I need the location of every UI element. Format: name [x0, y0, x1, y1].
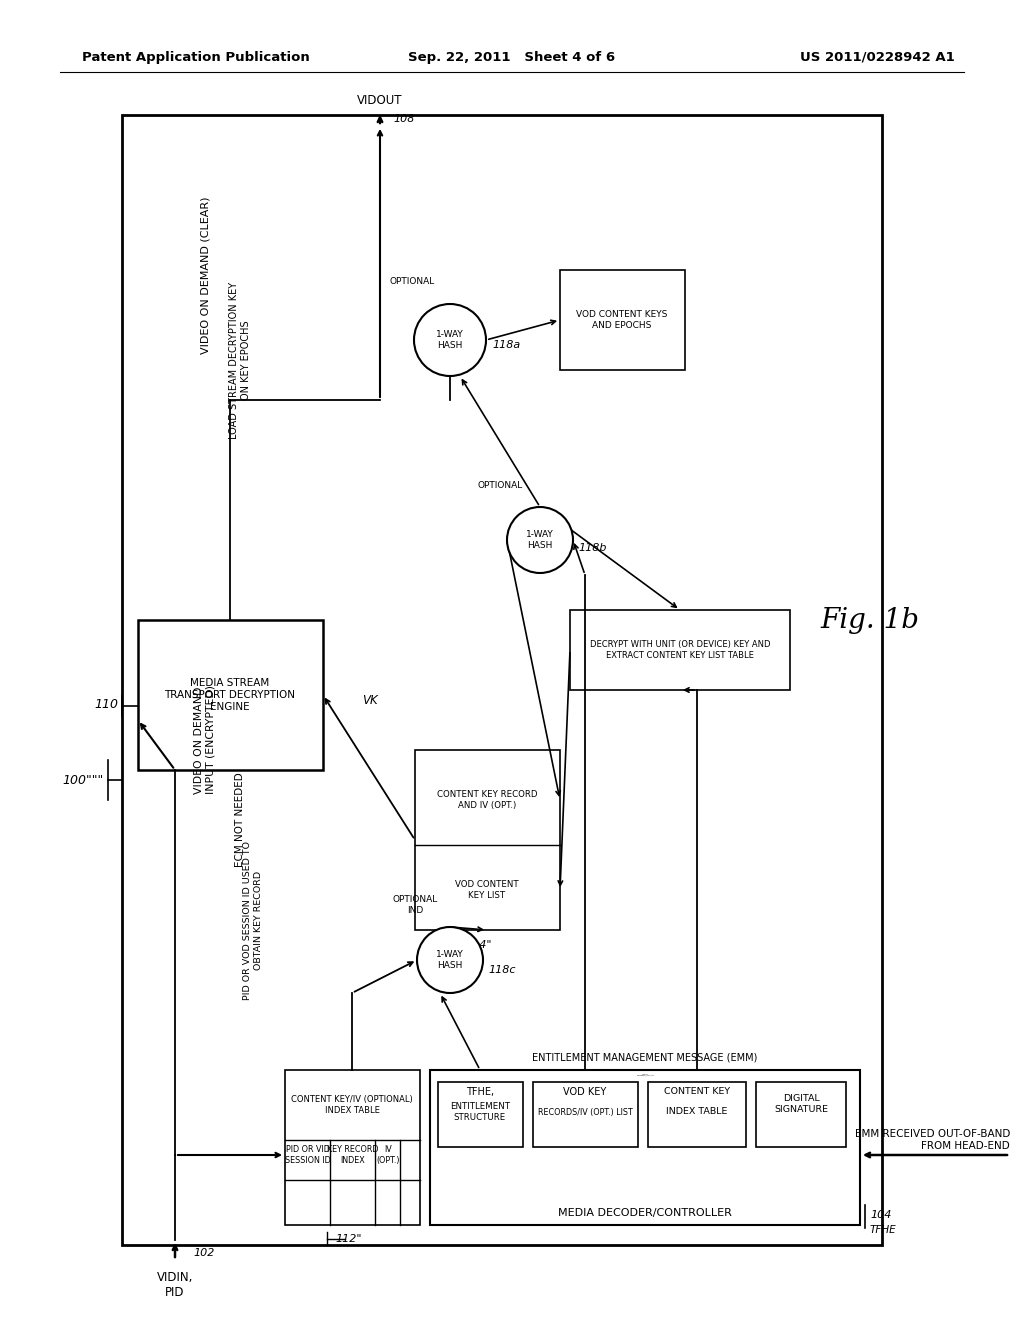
Text: 1-WAY
HASH: 1-WAY HASH	[436, 950, 464, 970]
Text: 108: 108	[393, 114, 415, 124]
Text: 112": 112"	[335, 1234, 361, 1243]
Text: 102: 102	[193, 1247, 214, 1258]
Text: MEDIA DECODER/CONTROLLER: MEDIA DECODER/CONTROLLER	[558, 1208, 732, 1218]
Text: DECRYPT WITH UNIT (OR DEVICE) KEY AND
EXTRACT CONTENT KEY LIST TABLE: DECRYPT WITH UNIT (OR DEVICE) KEY AND EX…	[590, 640, 770, 660]
Text: TFHE: TFHE	[870, 1225, 897, 1236]
Text: VK: VK	[362, 693, 378, 706]
Bar	[122, 115, 882, 1245]
Bar	[560, 271, 685, 370]
Text: VIDEO ON DEMAND (CLEAR): VIDEO ON DEMAND (CLEAR)	[200, 197, 210, 354]
Bar	[648, 1082, 746, 1147]
Text: ENTITLEMENT
STRUCTURE: ENTITLEMENT STRUCTURE	[450, 1102, 510, 1122]
Text: TFHE,: TFHE,	[466, 1086, 494, 1097]
Bar	[534, 1082, 638, 1147]
Bar	[430, 1071, 860, 1225]
Text: CONTENT KEY RECORD
AND IV (OPT.): CONTENT KEY RECORD AND IV (OPT.)	[437, 791, 538, 809]
Text: VOD CONTENT
KEY LIST: VOD CONTENT KEY LIST	[456, 880, 519, 900]
Bar	[570, 610, 790, 690]
Circle shape	[417, 927, 483, 993]
Text: 1-WAY
HASH: 1-WAY HASH	[436, 330, 464, 350]
Bar	[138, 620, 323, 770]
Text: ECM NOT NEEDED: ECM NOT NEEDED	[234, 772, 245, 867]
Bar	[415, 750, 560, 931]
Text: PID OR VOD SESSION ID USED TO
OBTAIN KEY RECORD: PID OR VOD SESSION ID USED TO OBTAIN KEY…	[244, 841, 263, 999]
Text: Patent Application Publication: Patent Application Publication	[82, 50, 309, 63]
Text: 1-WAY
HASH: 1-WAY HASH	[526, 531, 554, 549]
Text: Fig. 1b: Fig. 1b	[820, 606, 920, 634]
Text: 100""": 100"""	[62, 774, 104, 787]
Text: Sep. 22, 2011   Sheet 4 of 6: Sep. 22, 2011 Sheet 4 of 6	[409, 50, 615, 63]
Text: KEY RECORD
INDEX: KEY RECORD INDEX	[328, 1146, 379, 1164]
Text: IV
(OPT.): IV (OPT.)	[376, 1146, 399, 1164]
Text: CONTENT KEY/IV (OPTIONAL)
INDEX TABLE: CONTENT KEY/IV (OPTIONAL) INDEX TABLE	[291, 1096, 413, 1114]
Text: VIDOUT: VIDOUT	[357, 94, 402, 107]
Text: MEDIA STREAM
TRANSPORT DECRYPTION
ENGINE: MEDIA STREAM TRANSPORT DECRYPTION ENGINE	[165, 678, 296, 711]
Bar	[285, 1071, 420, 1225]
Text: INDEX TABLE: INDEX TABLE	[667, 1107, 728, 1117]
Text: DIGITAL
SIGNATURE: DIGITAL SIGNATURE	[774, 1094, 828, 1114]
Text: 118c: 118c	[488, 965, 515, 975]
Text: 114": 114"	[465, 940, 492, 950]
Text: RECORDS/IV (OPT.) LIST: RECORDS/IV (OPT.) LIST	[538, 1107, 633, 1117]
Text: VOD KEY: VOD KEY	[563, 1086, 606, 1097]
Text: VIDIN,
PID: VIDIN, PID	[157, 1271, 194, 1299]
Text: CONTENT KEY: CONTENT KEY	[664, 1088, 730, 1097]
Text: VOD KEY
RECORDS/IV (OPT.) LIST: VOD KEY RECORDS/IV (OPT.) LIST	[637, 1073, 653, 1076]
Text: 104: 104	[870, 1210, 891, 1220]
Text: VOD CONTENT KEYS
AND EPOCHS: VOD CONTENT KEYS AND EPOCHS	[577, 310, 668, 330]
Text: OPTIONAL: OPTIONAL	[477, 480, 522, 490]
Circle shape	[507, 507, 573, 573]
Bar	[756, 1082, 846, 1147]
Text: LOAD STREAM DECRYPTION KEY
ON KEY EPOCHS: LOAD STREAM DECRYPTION KEY ON KEY EPOCHS	[229, 281, 251, 438]
Text: 118b: 118b	[578, 543, 606, 553]
Text: 118a: 118a	[492, 341, 520, 350]
Text: OPTIONAL: OPTIONAL	[389, 277, 434, 286]
Text: VIDEO ON DEMAND
INPUT (ENCRYPTED): VIDEO ON DEMAND INPUT (ENCRYPTED)	[195, 685, 216, 795]
Text: OPTIONAL
IND: OPTIONAL IND	[392, 895, 437, 915]
Text: ENTITLEMENT MANAGEMENT MESSAGE (EMM): ENTITLEMENT MANAGEMENT MESSAGE (EMM)	[532, 1053, 758, 1063]
Circle shape	[414, 304, 486, 376]
Text: US 2011/0228942 A1: US 2011/0228942 A1	[800, 50, 955, 63]
Text: 110: 110	[94, 698, 118, 711]
Bar	[438, 1082, 523, 1147]
Text: EMM RECEIVED OUT-OF-BAND
FROM HEAD-END: EMM RECEIVED OUT-OF-BAND FROM HEAD-END	[855, 1129, 1010, 1151]
Text: PID OR VID
SESSION ID: PID OR VID SESSION ID	[285, 1146, 331, 1164]
